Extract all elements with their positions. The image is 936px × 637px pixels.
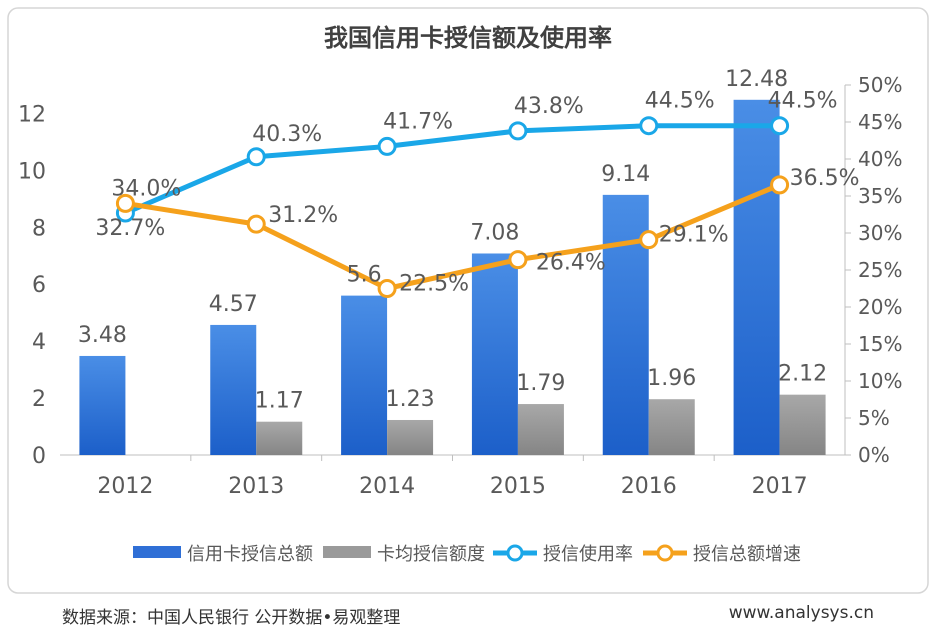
right-tick-label: 10% (858, 369, 902, 393)
credit-total-bar (79, 355, 126, 455)
growth-rate-value-label: 22.5% (399, 272, 469, 297)
legend-usage-rate-label: 授信使用率 (543, 544, 633, 565)
growth-rate-marker (508, 250, 528, 270)
right-tick-label: 5% (858, 406, 890, 430)
usage-rate-marker (508, 121, 528, 141)
avg-credit-bar (779, 394, 826, 455)
avg-credit-bar (517, 404, 564, 455)
credit-total-bar (210, 324, 257, 455)
avg-credit-bar (648, 399, 695, 455)
legend: 信用卡授信总额 卡均授信额度 授信使用率 授信总额增速 (133, 544, 801, 565)
growth-rate-marker (115, 193, 135, 213)
growth-rate-value-label: 36.5% (790, 166, 860, 191)
legend-growth-rate-label: 授信总额增速 (693, 544, 801, 565)
growth-rate-value-label: 26.4% (536, 251, 606, 276)
left-tick-label: 10 (18, 159, 46, 184)
credit-total-bar (341, 295, 388, 455)
credit-total-value-label: 7.08 (470, 220, 519, 245)
axes: 0 2 4 6 8 10 12 0% 5% 10% 15% 20% 25% 30% 35% 40% 45% 50%… (18, 73, 902, 499)
usage-rate-value-label: 44.5% (768, 89, 838, 114)
category-label: 2017 (752, 474, 808, 499)
usage-rate-value-label: 40.3% (252, 122, 322, 147)
avg-credit-bar (256, 421, 303, 455)
usage-rate-value-label: 43.8% (514, 94, 584, 119)
data-labels: 3.48 4.57 5.6 7.08 9.14 12.48 1.17 1.23 1.79 1.96… (78, 67, 860, 414)
left-tick-label: 2 (32, 387, 46, 412)
credit-total-value-label: 5.6 (347, 263, 382, 288)
credit-total-value-label: 4.57 (209, 292, 258, 317)
left-tick-label: 0 (32, 444, 46, 469)
right-tick-label: 35% (858, 184, 902, 208)
legend-avg-credit-swatch (323, 546, 371, 558)
usage-rate-marker (639, 116, 659, 136)
credit-total-value-label: 3.48 (78, 323, 127, 348)
avg-credit-value-label: 1.17 (255, 389, 304, 414)
growth-rate-marker (639, 230, 659, 250)
credit-total-bar (471, 253, 518, 455)
growth-rate-marker (377, 279, 397, 298)
growth-rate-marker (770, 175, 790, 195)
legend-credit-total-label: 信用卡授信总额 (187, 544, 313, 565)
category-label: 2013 (228, 474, 284, 499)
category-label: 2016 (621, 474, 677, 499)
avg-credit-value-label: 2.12 (778, 362, 827, 387)
credit-total-value-label: 12.48 (725, 67, 788, 92)
credit-total-bar (733, 99, 780, 456)
right-tick-label: 30% (858, 221, 902, 245)
growth-rate-line (125, 182, 781, 291)
avg-credit-value-label: 1.79 (516, 371, 565, 396)
right-tick-label: 15% (858, 332, 902, 356)
usage-rate-value-label: 44.5% (645, 89, 715, 114)
right-tick-label: 45% (858, 110, 902, 134)
left-tick-label: 8 (32, 216, 46, 241)
avg-credit-value-label: 1.23 (386, 387, 435, 412)
avg-credit-bar (387, 419, 434, 455)
data-source-note: 数据来源：中国人民银行 公开数据•易观整理 (62, 608, 401, 628)
left-tick-label: 12 (18, 102, 46, 127)
left-tick-label: 6 (32, 273, 46, 298)
category-label: 2012 (97, 474, 153, 499)
left-tick-label: 4 (32, 330, 46, 355)
avg-credit-value-label: 1.96 (647, 366, 696, 391)
credit-total-value-label: 9.14 (601, 162, 650, 187)
right-tick-label: 50% (858, 73, 902, 97)
category-label: 2015 (490, 474, 546, 499)
growth-rate-value-label: 31.2% (268, 203, 338, 228)
lines (115, 116, 790, 298)
usage-rate-marker (770, 116, 790, 136)
legend-avg-credit-label: 卡均授信额度 (377, 544, 485, 565)
growth-rate-marker (246, 214, 266, 234)
growth-rate-value-label: 29.1% (659, 223, 729, 248)
right-tick-label: 20% (858, 295, 902, 319)
usage-rate-marker (246, 147, 266, 167)
right-tick-label: 40% (858, 147, 902, 171)
usage-rate-line (124, 123, 780, 216)
category-label: 2014 (359, 474, 415, 499)
website-url: www.analysys.cn (728, 603, 874, 623)
usage-rate-value-label: 41.7% (383, 109, 453, 134)
right-tick-label: 25% (858, 258, 902, 282)
chart-title: 我国信用卡授信额及使用率 (324, 24, 612, 52)
legend-growth-rate-swatch-marker (656, 544, 674, 562)
legend-usage-rate-swatch-marker (506, 544, 524, 562)
usage-rate-value-label: 32.7% (95, 216, 165, 241)
growth-rate-value-label: 34.0% (111, 176, 181, 201)
legend-credit-total-swatch (133, 546, 181, 558)
right-tick-label: 0% (858, 443, 890, 467)
usage-rate-marker (377, 136, 397, 156)
